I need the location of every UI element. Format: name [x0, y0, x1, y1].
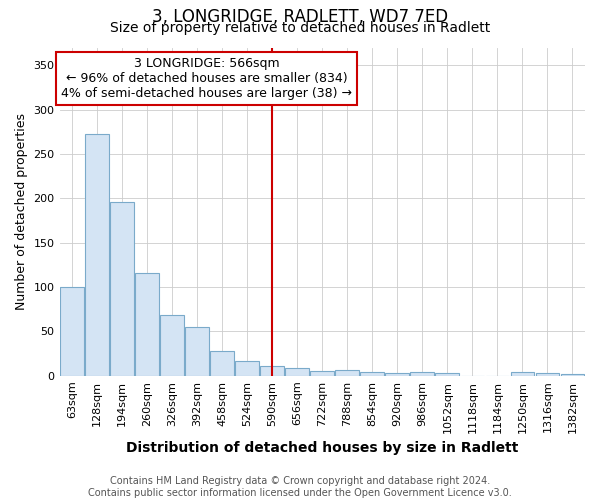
Bar [335, 370, 359, 376]
Bar [310, 372, 334, 376]
Text: Contains HM Land Registry data © Crown copyright and database right 2024.
Contai: Contains HM Land Registry data © Crown c… [88, 476, 512, 498]
Bar [385, 373, 409, 376]
Bar [185, 327, 209, 376]
Bar [436, 373, 459, 376]
X-axis label: Distribution of detached houses by size in Radlett: Distribution of detached houses by size … [126, 441, 518, 455]
Bar [210, 351, 234, 376]
Bar [60, 287, 84, 376]
Y-axis label: Number of detached properties: Number of detached properties [15, 113, 28, 310]
Bar [135, 273, 159, 376]
Bar [160, 314, 184, 376]
Bar [110, 202, 134, 376]
Bar [536, 373, 559, 376]
Bar [85, 134, 109, 376]
Bar [286, 368, 309, 376]
Bar [260, 366, 284, 376]
Text: Size of property relative to detached houses in Radlett: Size of property relative to detached ho… [110, 21, 490, 35]
Text: 3, LONGRIDGE, RADLETT, WD7 7ED: 3, LONGRIDGE, RADLETT, WD7 7ED [152, 8, 448, 26]
Bar [511, 372, 535, 376]
Text: 3 LONGRIDGE: 566sqm
← 96% of detached houses are smaller (834)
4% of semi-detach: 3 LONGRIDGE: 566sqm ← 96% of detached ho… [61, 58, 352, 100]
Bar [235, 360, 259, 376]
Bar [361, 372, 384, 376]
Bar [410, 372, 434, 376]
Bar [560, 374, 584, 376]
